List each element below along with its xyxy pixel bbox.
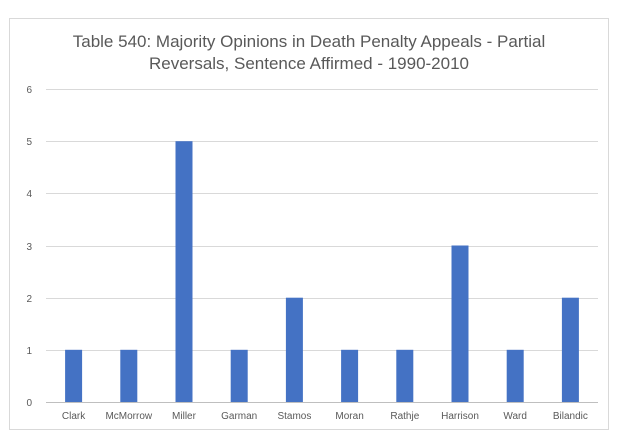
bar-miller — [175, 141, 193, 402]
x-tick-label: Stamos — [277, 411, 311, 422]
x-tick-label: Harrison — [441, 411, 479, 422]
x-tick-label: Garman — [221, 411, 257, 422]
bar-rathje — [396, 349, 414, 402]
bar-harrison — [451, 245, 469, 402]
chart-title-line-1: Table 540: Majority Opinions in Death Pe… — [73, 32, 545, 51]
y-axis-ticks: 0 1 2 3 4 5 6 — [26, 85, 32, 409]
x-tick-label: Moran — [335, 411, 363, 422]
y-tick-label: 2 — [26, 294, 32, 305]
y-tick-label: 5 — [26, 137, 32, 148]
bar-chart: Table 540: Majority Opinions in Death Pe… — [26, 32, 598, 422]
gridlines — [46, 89, 598, 403]
bar-bilandic — [561, 297, 579, 402]
x-tick-label: Bilandic — [553, 411, 588, 422]
bar-moran — [341, 349, 359, 402]
x-tick-label: Ward — [503, 411, 527, 422]
bar-stamos — [285, 297, 303, 402]
bar-ward — [506, 349, 524, 402]
y-tick-label: 1 — [26, 346, 32, 357]
bar-garman — [230, 349, 248, 402]
chart-frame: Table 540: Majority Opinions in Death Pe… — [9, 18, 609, 430]
bars — [65, 141, 579, 402]
y-tick-label: 3 — [26, 242, 32, 253]
x-tick-label: Clark — [62, 411, 86, 422]
x-tick-label: Rathje — [390, 411, 419, 422]
x-tick-label: McMorrow — [105, 411, 152, 422]
y-tick-label: 0 — [26, 398, 32, 409]
bar-mcmorrow — [120, 349, 138, 402]
bar-clark — [65, 349, 83, 402]
y-tick-label: 6 — [26, 85, 32, 96]
chart-title-line-2: Reversals, Sentence Affirmed - 1990-2010 — [149, 54, 469, 73]
x-axis-ticks: Clark McMorrow Miller Garman Stamos Moran Rath… — [62, 411, 588, 422]
x-tick-label: Miller — [172, 411, 197, 422]
y-tick-label: 4 — [26, 189, 32, 200]
